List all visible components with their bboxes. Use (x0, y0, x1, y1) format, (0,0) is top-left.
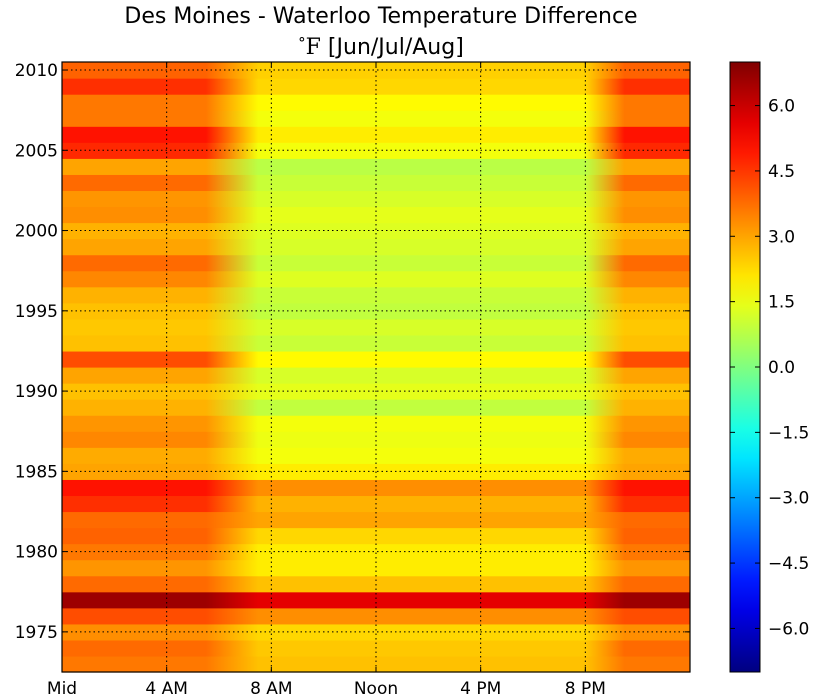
heatmap-row-1998 (62, 254, 690, 272)
y-tick-label: 1975 (15, 623, 58, 643)
heatmap-row-1977 (62, 591, 690, 609)
x-tick-label: 4 AM (145, 679, 188, 699)
colorbar-tick-label: 1.5 (768, 293, 795, 313)
colorbar-tick-label: 3.0 (768, 227, 795, 247)
heatmap-row-2010 (62, 62, 690, 79)
heatmap-row-1979 (62, 559, 690, 577)
y-tick-label: 1980 (15, 543, 58, 563)
x-tick-label: Noon (354, 679, 398, 699)
heatmap-row-2001 (62, 206, 690, 224)
colorbar-tick-label: −4.5 (768, 554, 809, 574)
heatmap-row-2000 (62, 222, 690, 240)
colorbar-tick-label: 4.5 (768, 162, 795, 182)
heatmap-row-2003 (62, 174, 690, 192)
subtitle-rest: [Jun/Jul/Aug] (320, 35, 464, 60)
subtitle-degree: ° (298, 34, 306, 52)
grid-lines (62, 62, 690, 672)
heatmap-row-1986 (62, 447, 690, 464)
heatmap-cells (62, 62, 690, 673)
y-tick-label: 1995 (15, 302, 58, 322)
colorbar-tick-label: 6.0 (768, 97, 795, 117)
y-tick-label: 2000 (15, 222, 58, 242)
heatmap-row-1989 (62, 399, 690, 416)
heatmap-row-1984 (62, 479, 690, 497)
x-tick-label: 8 PM (565, 679, 606, 699)
subtitle-unit: F (305, 35, 321, 60)
heatmap-row-1973 (62, 655, 690, 673)
heatmap-row-1996 (62, 286, 690, 304)
x-tick-label: 8 AM (250, 679, 293, 699)
y-tick-label: 2010 (15, 61, 58, 81)
y-tick-label: 2005 (15, 141, 58, 161)
colorbar-tick-label: −3.0 (768, 489, 809, 509)
heatmap-row-2005 (62, 142, 690, 159)
colorbar-tick-label: −1.5 (768, 423, 809, 443)
chart-subtitle: °F [Jun/Jul/Aug] (0, 30, 762, 61)
colorbar-tick-label: −6.0 (768, 619, 809, 639)
y-tick-label: 1985 (15, 462, 58, 482)
x-tick-label: Mid (47, 679, 77, 699)
heatmap-row-1994 (62, 318, 690, 336)
x-tick-label: 4 PM (460, 679, 501, 699)
heatmap-row-1987 (62, 431, 690, 448)
heatmap-row-1975 (62, 623, 690, 641)
colorbar-tick-label: 0.0 (768, 358, 795, 378)
heatmap-row-2002 (62, 190, 690, 208)
y-axis: 1975 1980 1985 1990 1995 2000 2005 2010 (15, 61, 690, 643)
heatmap-row-1991 (62, 367, 690, 384)
heatmap-row-1995 (62, 302, 690, 320)
heatmap-row-2007 (62, 110, 690, 127)
heatmap-row-1993 (62, 334, 690, 352)
heatmap-row-1980 (62, 543, 690, 561)
heatmap-row-2009 (62, 78, 690, 95)
x-axis: Mid 4 AM 8 AM Noon 4 PM 8 PM (47, 62, 606, 699)
chart-title: Des Moines - Waterloo Temperature Differ… (124, 4, 638, 29)
y-tick-label: 1990 (15, 382, 58, 402)
heatmap-row-2008 (62, 94, 690, 111)
heatmap-row-1982 (62, 511, 690, 529)
colorbar-ticks: 6.0 4.5 3.0 1.5 0.0 −1.5 −3.0 −4.5 −6.0 (730, 97, 809, 639)
